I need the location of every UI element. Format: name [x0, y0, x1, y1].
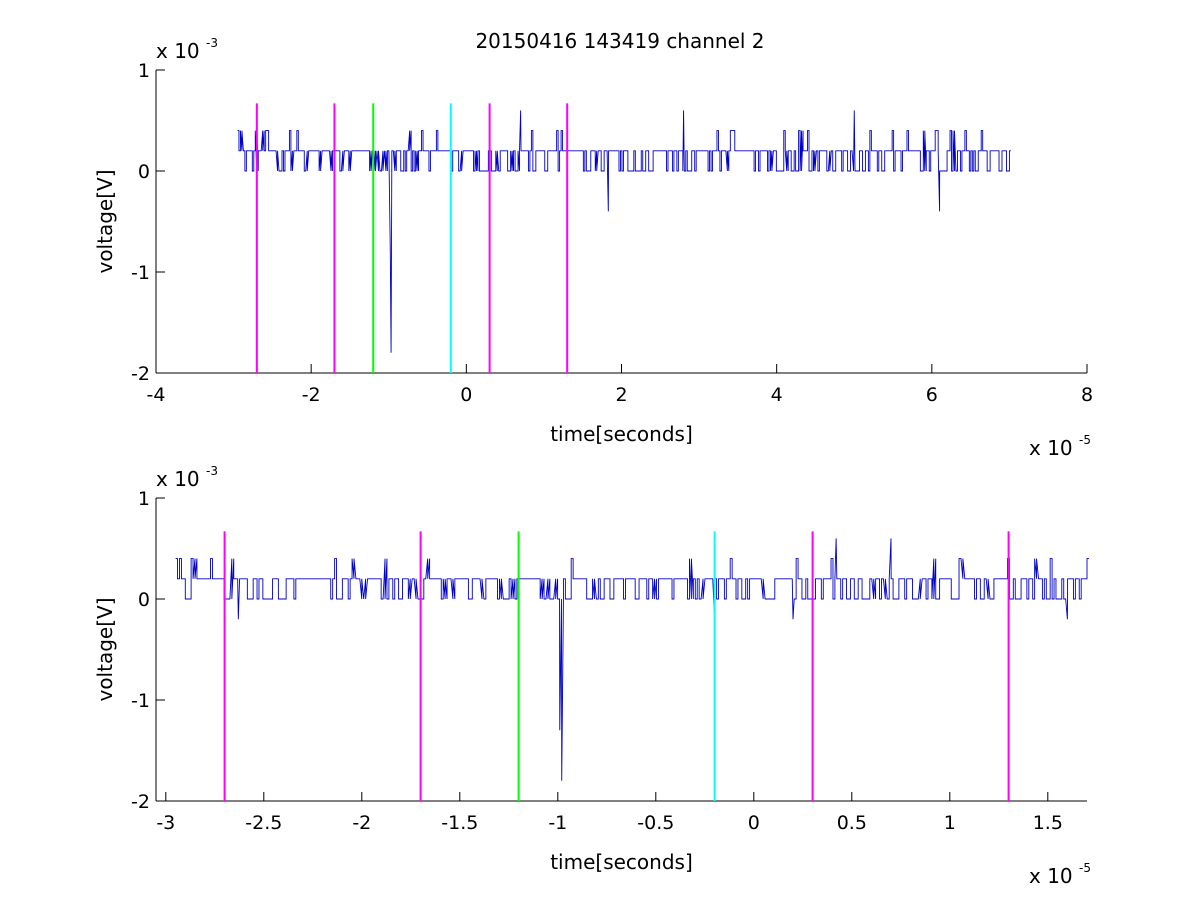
y-exponent-power: -3: [206, 36, 218, 50]
x-tick-label: 4: [771, 384, 783, 406]
y-tick-label: -2: [131, 363, 150, 385]
y-tick-label: -1: [131, 690, 150, 712]
y-tick-label: 0: [138, 589, 150, 611]
x-tick-label: -2.5: [245, 812, 282, 834]
x-exponent-power: -5: [1079, 861, 1091, 875]
x-tick-label: -2: [352, 812, 371, 834]
y-exponent-power: -3: [206, 464, 218, 478]
x-tick-label: 1.5: [1033, 812, 1063, 834]
x-tick-label: 0.5: [837, 812, 867, 834]
x-tick-label: -4: [147, 384, 166, 406]
x-tick-label: 6: [926, 384, 938, 406]
x-axis-title: time[seconds]: [550, 422, 693, 446]
y-tick-label: -2: [131, 791, 150, 813]
y-axis-title: voltage[V]: [93, 597, 117, 701]
y-tick-label: 1: [138, 60, 150, 82]
x-tick-label: 2: [615, 384, 627, 406]
signal-series-line: [175, 538, 1089, 781]
x-exponent-power: -5: [1079, 433, 1091, 447]
plot-top: -4 -2 0 2 4 6 8-2-101time[seconds]voltage[V]x …: [93, 36, 1093, 460]
plot-bottom: -3 -2.5 -2 -1.5 -1 -0.5 0 0.5 1 1.5 -2 -1 0 1 time[sec…: [93, 464, 1091, 888]
y-axis-title: voltage[V]: [93, 169, 117, 273]
signal-series-line: [237, 110, 1011, 353]
x-tick-label: -2: [302, 384, 321, 406]
x-tick-label: -1.5: [441, 812, 478, 834]
y-tick-label: 0: [138, 161, 150, 183]
x-tick-label: 1: [944, 812, 956, 834]
x-tick-label: 8: [1081, 384, 1093, 406]
x-tick-label: -3: [156, 812, 175, 834]
x-tick-label: -1: [548, 812, 567, 834]
y-tick-label: -1: [131, 262, 150, 284]
x-tick-label: 0: [460, 384, 472, 406]
chart-title: 20150416 143419 channel 2: [475, 29, 764, 53]
x-axis-title: time[seconds]: [550, 850, 693, 874]
x-tick-label: 0: [748, 812, 760, 834]
y-tick-label: 1: [138, 488, 150, 510]
x-tick-label: -0.5: [637, 812, 674, 834]
